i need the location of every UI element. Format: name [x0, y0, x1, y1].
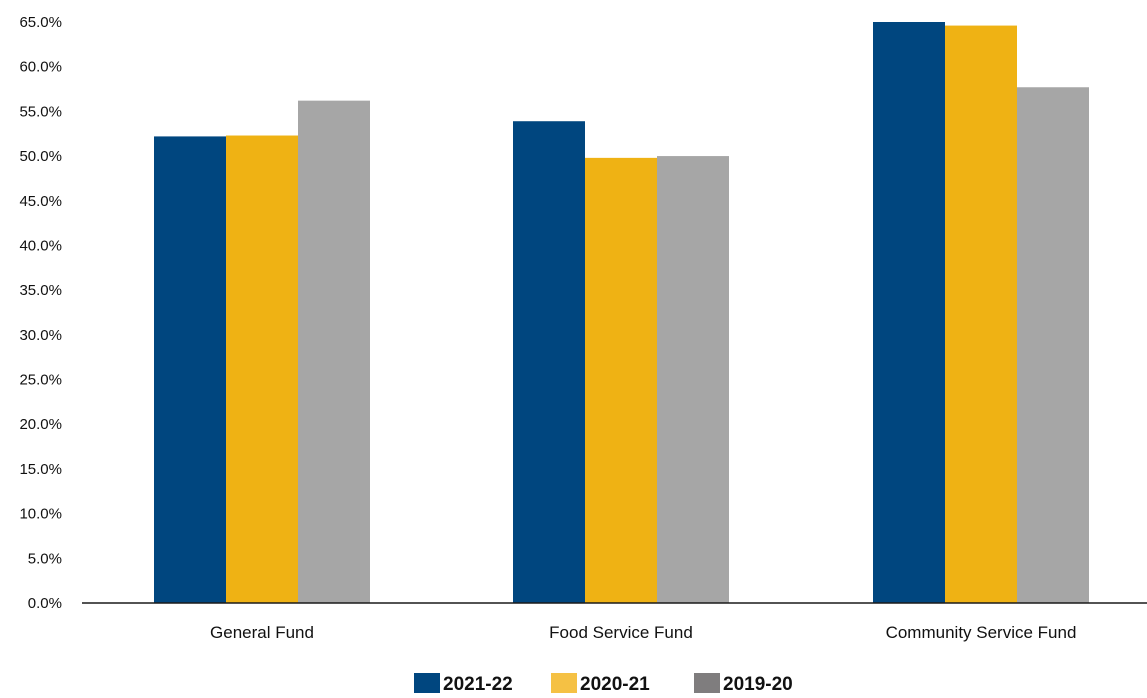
y-tick-label: 10.0%: [19, 506, 62, 523]
bar-2019-20-1: [657, 156, 729, 604]
y-tick-label: 20.0%: [19, 416, 62, 433]
legend-label: 2019-20: [723, 674, 793, 693]
y-tick-label: 55.0%: [19, 103, 62, 120]
y-tick-label: 40.0%: [19, 237, 62, 254]
x-category-label: Community Service Fund: [886, 623, 1077, 642]
y-tick-label: 65.0%: [19, 14, 62, 31]
bar-2021-22-0: [154, 136, 226, 604]
y-tick-label: 50.0%: [19, 148, 62, 165]
legend-label: 2020-21: [580, 674, 650, 693]
y-tick-label: 0.0%: [28, 595, 62, 612]
x-category-label: General Fund: [210, 623, 314, 642]
y-tick-label: 25.0%: [19, 372, 62, 389]
bars: [154, 22, 1089, 604]
y-tick-label: 30.0%: [19, 327, 62, 344]
x-category-label: Food Service Fund: [549, 623, 693, 642]
y-tick-label: 35.0%: [19, 282, 62, 299]
legend-swatch: [551, 673, 577, 693]
y-tick-label: 5.0%: [28, 550, 62, 567]
bar-2020-21-2: [945, 25, 1017, 604]
y-tick-label: 60.0%: [19, 59, 62, 76]
x-axis: General Fund Food Service Fund Community S…: [82, 602, 1147, 642]
legend-swatch: [694, 673, 720, 693]
legend-swatch: [414, 673, 440, 693]
y-tick-label: 45.0%: [19, 193, 62, 210]
bar-2019-20-2: [1017, 87, 1089, 603]
bar-2021-22-1: [513, 121, 585, 604]
legend-label: 2021-22: [443, 674, 513, 693]
bar-2021-22-2: [873, 22, 945, 603]
bar-2020-21-0: [226, 135, 298, 603]
bar-2020-21-1: [585, 157, 657, 603]
y-tick-label: 15.0%: [19, 461, 62, 478]
bar-2019-20-0: [298, 100, 370, 604]
y-axis: 0.0% 5.0% 10.0% 15.0% 20.0% 25.0% 30.0% 35.0% 40…: [19, 14, 62, 612]
legend: 2021-22 2020-21 2019-20: [414, 673, 793, 695]
